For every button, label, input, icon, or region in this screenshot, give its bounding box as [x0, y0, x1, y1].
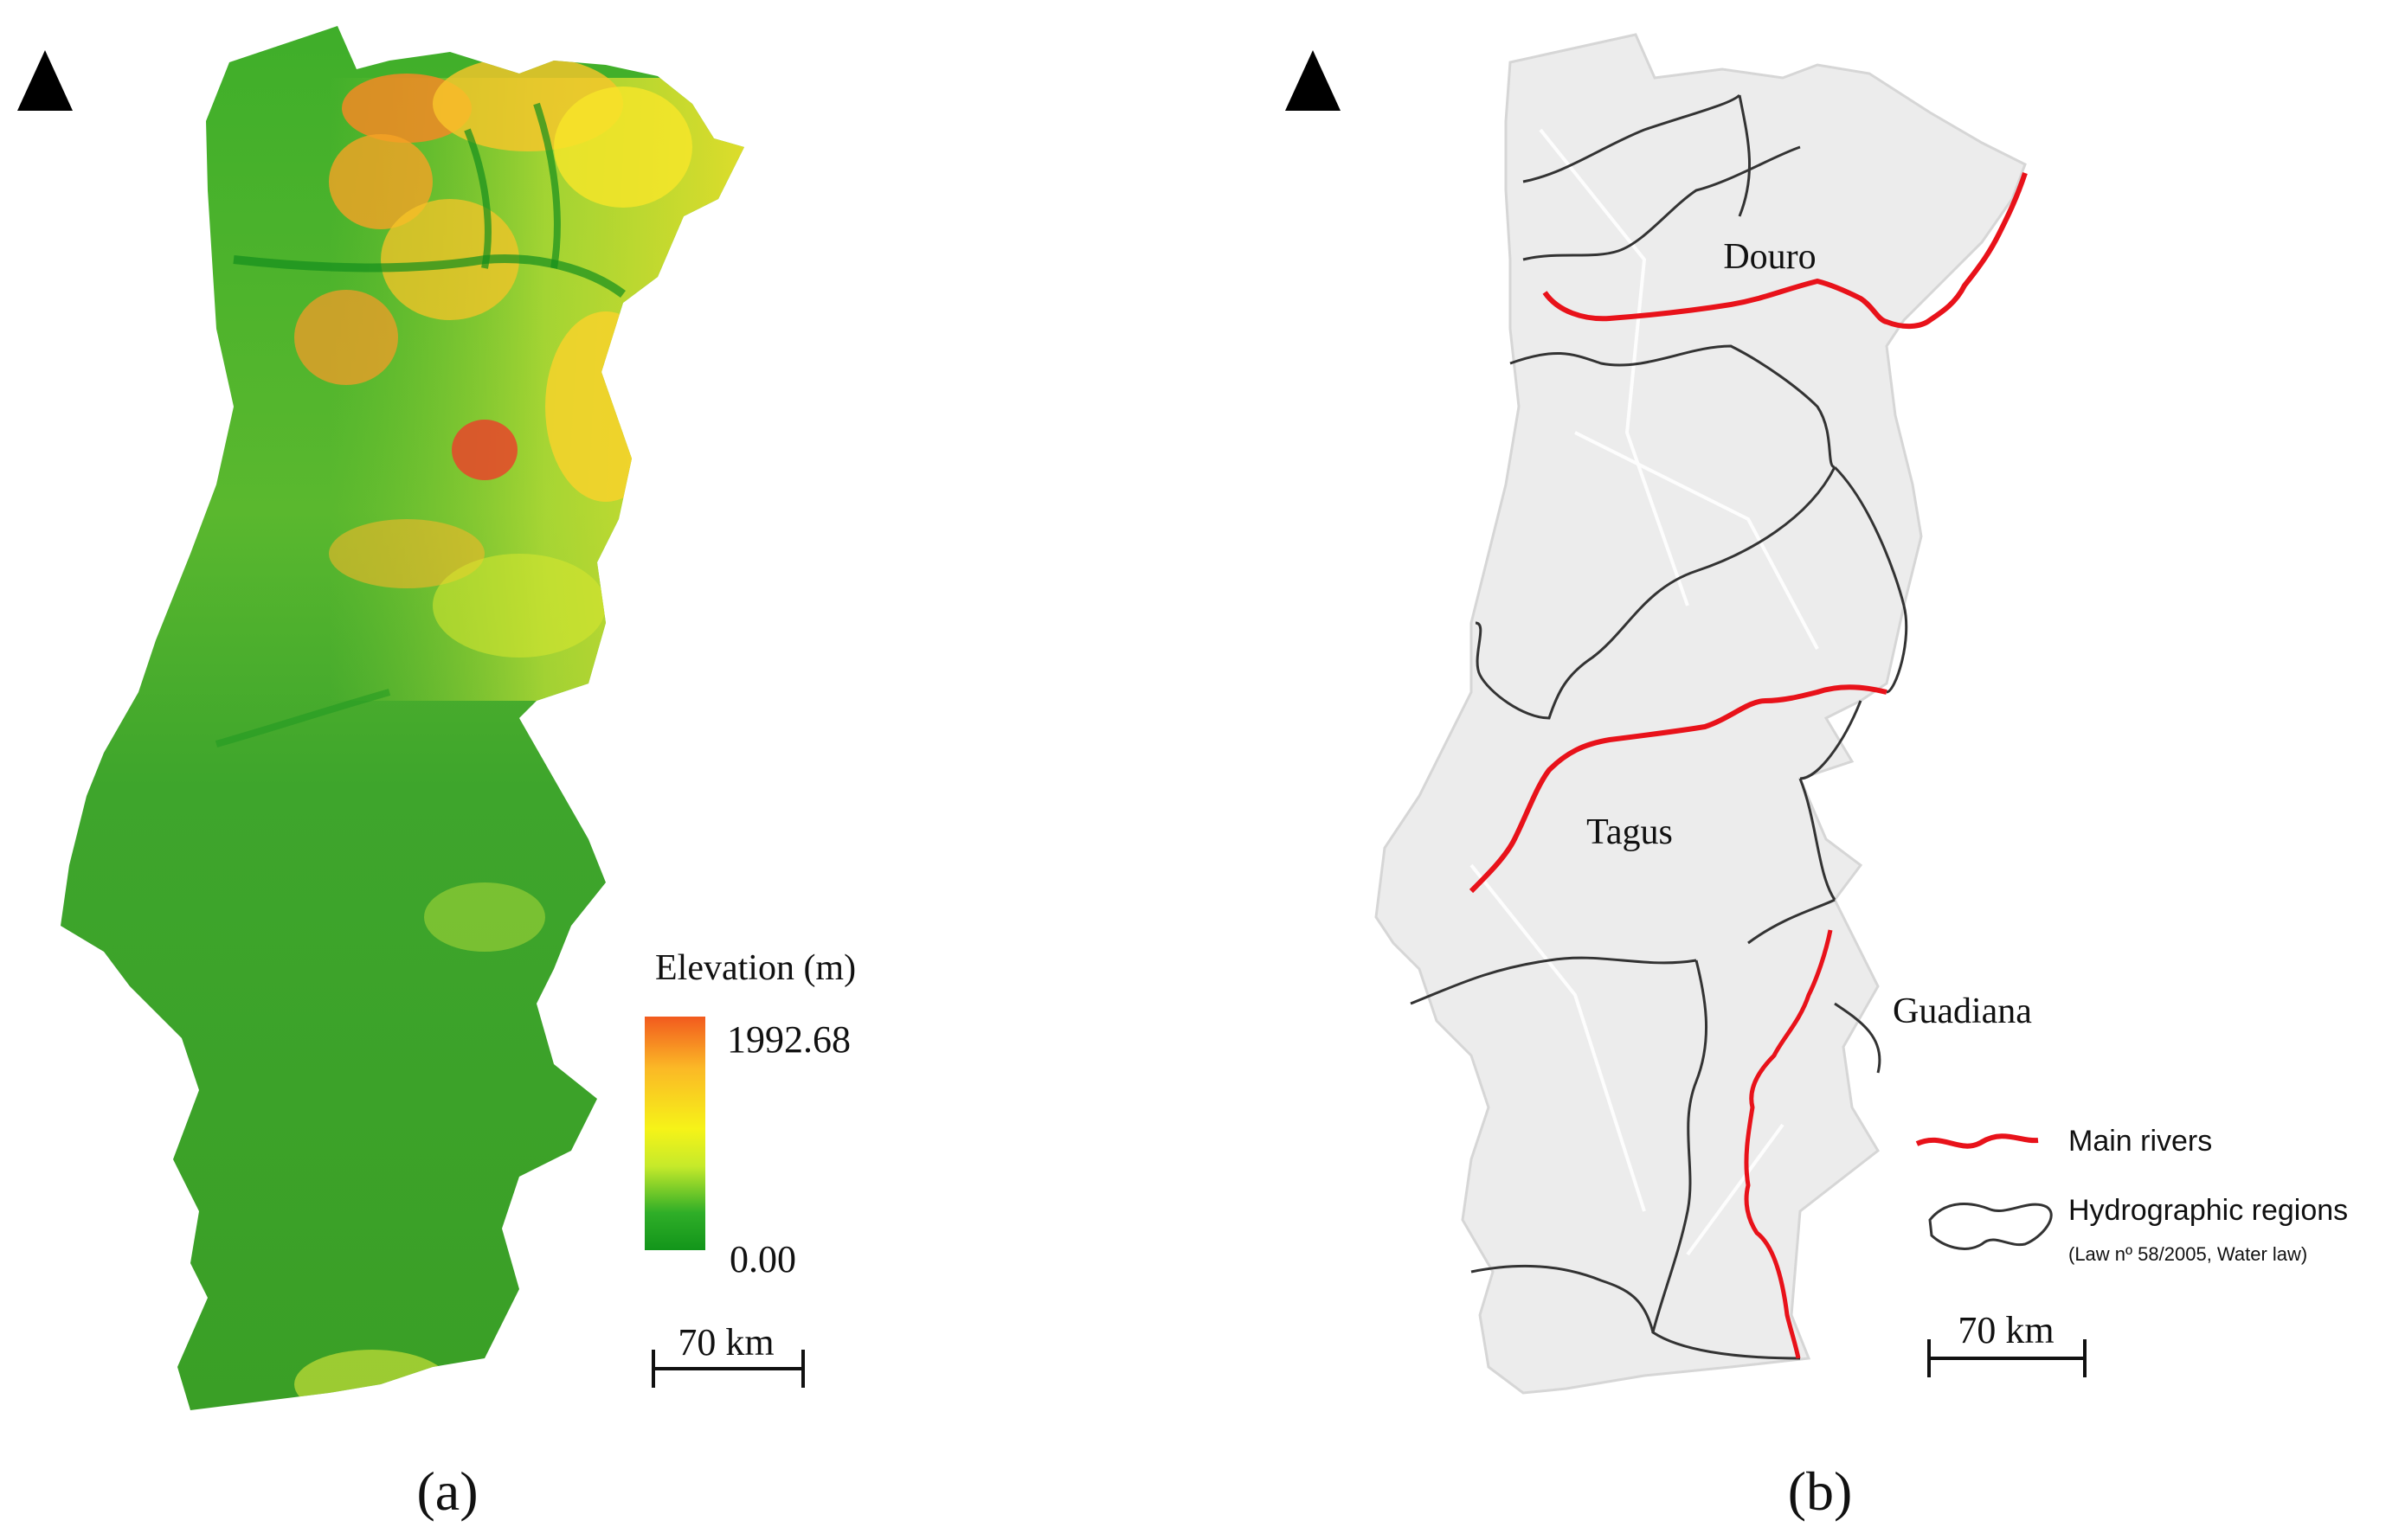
- main-rivers: [1469, 172, 2028, 1359]
- panel-a: Elevation (m) 1992.68 0.00 70 km (a): [17, 26, 856, 1522]
- caption-b: (b): [1788, 1460, 1853, 1522]
- hydrographic-regions-note: (Law nº 58/2005, Water law): [2068, 1243, 2307, 1265]
- scale-bar-a: 70 km: [652, 1321, 805, 1388]
- river-douro: [1542, 172, 2028, 329]
- river-label-douro: Douro: [1723, 237, 1816, 277]
- scale-bar-a-label: 70 km: [678, 1321, 774, 1364]
- hydrographic-regions-label: Hydrographic regions: [2068, 1194, 2348, 1227]
- river-label-guadiana: Guadiana: [1893, 991, 2032, 1031]
- river-label-tagus: Tagus: [1586, 812, 1673, 852]
- scale-bar-b: 70 km: [1927, 1309, 2087, 1377]
- north-arrow-icon: [1285, 50, 1341, 111]
- river-guadiana: [1744, 929, 1833, 1359]
- hydrographic-regions-legend-swatch: [1928, 1203, 2053, 1250]
- elevation-legend-title: Elevation (m): [655, 948, 856, 988]
- hydrographic-map: Douro Tagus Guadiana: [1374, 33, 2032, 1395]
- north-arrow-icon: [17, 50, 73, 111]
- elevation-min-label: 0.00: [730, 1238, 796, 1280]
- panel-b: Douro Tagus Guadiana Main rivers Hydrogr…: [1285, 33, 2348, 1522]
- river-tagus: [1469, 684, 1887, 894]
- scale-bar-b-label: 70 km: [1958, 1309, 2054, 1351]
- main-rivers-legend-swatch: [1915, 1133, 2039, 1149]
- portugal-outline-b: [1374, 33, 2027, 1395]
- hydrographic-region-boundaries: [1410, 93, 1908, 1360]
- background-lines: [1469, 128, 1819, 1256]
- elevation-max-label: 1992.68: [727, 1018, 851, 1061]
- hydro-legend: Main rivers Hydrographic regions (Law nº…: [1915, 1125, 2348, 1265]
- elevation-legend: Elevation (m) 1992.68 0.00: [645, 948, 856, 1280]
- caption-a: (a): [416, 1460, 478, 1522]
- elevation-color-ramp: [645, 1017, 705, 1250]
- elevation-map: [61, 26, 744, 1410]
- main-rivers-label: Main rivers: [2068, 1125, 2212, 1158]
